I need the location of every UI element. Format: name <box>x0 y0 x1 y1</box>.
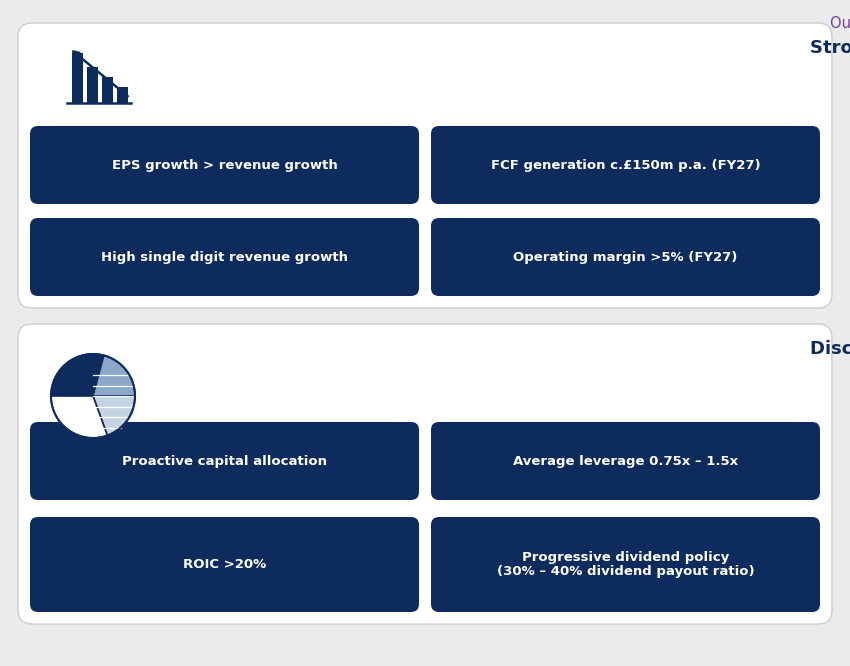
FancyBboxPatch shape <box>431 126 820 204</box>
FancyBboxPatch shape <box>30 218 419 296</box>
Text: ROIC >20%: ROIC >20% <box>183 558 266 571</box>
Bar <box>117 87 128 103</box>
Wedge shape <box>51 354 104 396</box>
FancyBboxPatch shape <box>30 126 419 204</box>
Text: Operating margin >5% (FY27): Operating margin >5% (FY27) <box>513 250 738 264</box>
Bar <box>102 77 113 103</box>
Text: Average leverage 0.75x – 1.5x: Average leverage 0.75x – 1.5x <box>513 454 738 468</box>
Wedge shape <box>51 396 107 438</box>
FancyBboxPatch shape <box>18 23 832 308</box>
FancyBboxPatch shape <box>30 517 419 612</box>
Text: Progressive dividend policy
(30% – 40% dividend payout ratio): Progressive dividend policy (30% – 40% d… <box>496 551 754 579</box>
FancyBboxPatch shape <box>431 218 820 296</box>
FancyBboxPatch shape <box>431 422 820 500</box>
Wedge shape <box>93 396 135 436</box>
FancyBboxPatch shape <box>18 324 832 624</box>
Wedge shape <box>93 356 135 396</box>
Text: Proactive capital allocation: Proactive capital allocation <box>122 454 327 468</box>
FancyBboxPatch shape <box>431 517 820 612</box>
Text: FCF generation c.£150m p.a. (FY27): FCF generation c.£150m p.a. (FY27) <box>490 159 760 172</box>
Text: Our medium-term financial targets (FY25 – FY27): Our medium-term financial targets (FY25 … <box>830 16 850 31</box>
Bar <box>87 67 98 103</box>
Text: Strong financial performance: Strong financial performance <box>810 39 850 57</box>
FancyBboxPatch shape <box>30 422 419 500</box>
Text: Disciplined capital allocation: Disciplined capital allocation <box>810 340 850 358</box>
Text: EPS growth > revenue growth: EPS growth > revenue growth <box>111 159 337 172</box>
Bar <box>72 53 83 103</box>
Text: High single digit revenue growth: High single digit revenue growth <box>101 250 348 264</box>
